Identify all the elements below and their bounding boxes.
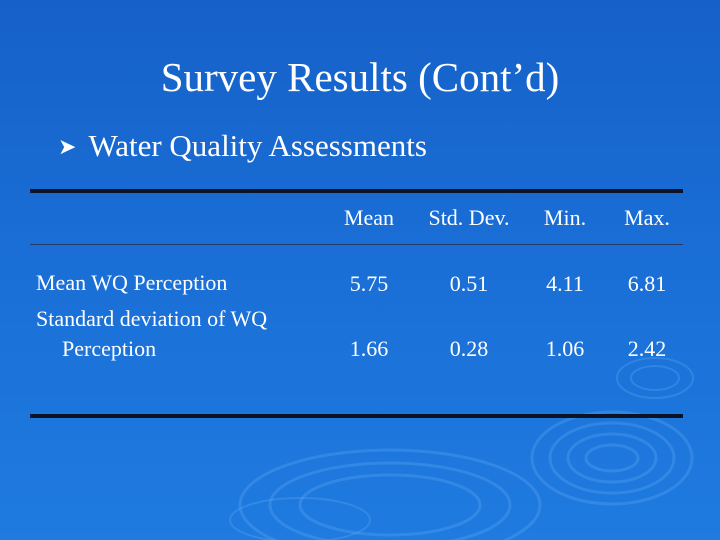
table-top-rule: [30, 189, 683, 193]
header-std-dev: Std. Dev.: [428, 205, 510, 230]
table-header-rule: [30, 244, 683, 245]
header-max: Max.: [624, 205, 670, 230]
cell-std-wq-min: 1.06: [545, 336, 585, 361]
cell-std-wq-sd: 0.28: [449, 336, 489, 361]
row-label-line1: Standard deviation of WQ: [36, 306, 268, 331]
row-label-line1: Mean WQ Perception: [36, 270, 228, 295]
cell-mean-wq-sd: 0.51: [449, 271, 489, 296]
cell-mean-wq-mean: 5.75: [349, 271, 389, 296]
header-mean: Mean: [343, 205, 395, 230]
slide-title: Survey Results (Cont’d): [160, 54, 560, 100]
cell-mean-wq-min: 4.11: [546, 271, 584, 296]
bullet-text: Water Quality Assessments: [88, 128, 427, 163]
cell-std-wq-mean: 1.66: [349, 336, 389, 361]
row-label-std-wq: Standard deviation of WQ Perception: [36, 304, 267, 364]
bullet-item: ➤ Water Quality Assessments: [58, 126, 427, 167]
cell-std-wq-max: 2.42: [627, 336, 667, 361]
row-label-line2: Perception: [62, 336, 157, 361]
cell-mean-wq-max: 6.81: [627, 271, 667, 296]
row-label-mean-wq: Mean WQ Perception: [36, 268, 227, 298]
header-min: Min.: [543, 205, 587, 230]
arrow-bullet-icon: ➤: [58, 134, 77, 159]
table-bottom-rule: [30, 414, 683, 418]
